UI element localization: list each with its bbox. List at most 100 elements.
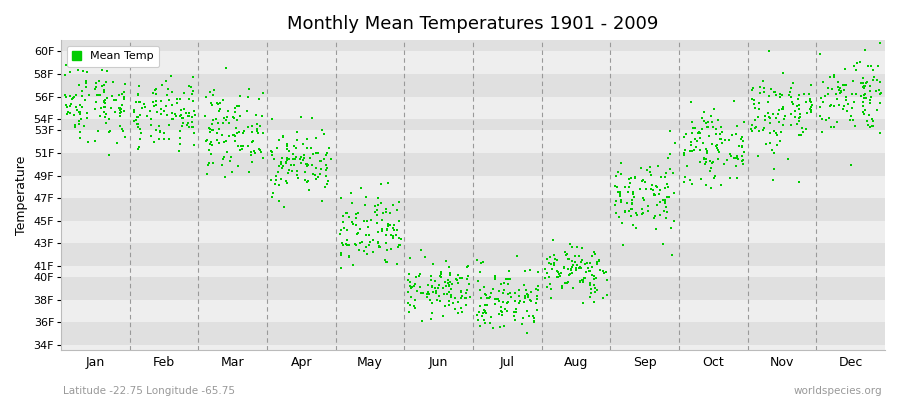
Point	[100, 95, 114, 101]
Point	[706, 105, 721, 112]
Point	[266, 155, 281, 162]
Point	[650, 184, 664, 190]
Point	[806, 102, 820, 108]
Point	[745, 121, 760, 128]
Point	[796, 91, 811, 97]
Point	[158, 78, 173, 84]
Point	[700, 124, 715, 130]
Point	[518, 293, 533, 299]
Point	[162, 122, 176, 128]
Point	[652, 198, 667, 205]
Point	[58, 102, 73, 109]
Point	[252, 146, 266, 153]
Point	[131, 99, 146, 105]
Point	[574, 265, 589, 271]
Point	[349, 211, 364, 218]
Point	[578, 260, 592, 267]
Point	[668, 140, 682, 146]
Point	[181, 119, 195, 126]
Point	[570, 244, 584, 250]
Point	[315, 127, 329, 133]
Point	[474, 313, 489, 320]
Point	[599, 277, 614, 283]
Point	[59, 104, 74, 110]
Point	[588, 284, 602, 291]
Point	[202, 147, 216, 153]
Point	[873, 91, 887, 98]
Point	[296, 157, 310, 164]
Point	[272, 163, 286, 169]
Point	[562, 256, 576, 262]
Point	[373, 244, 387, 250]
Point	[339, 241, 354, 247]
Point	[617, 209, 632, 215]
Point	[849, 67, 863, 74]
Point	[289, 145, 303, 152]
Point	[282, 147, 296, 154]
Point	[310, 174, 325, 180]
Point	[626, 206, 640, 212]
Point	[827, 72, 842, 78]
Point	[713, 136, 727, 142]
Point	[233, 93, 248, 99]
Point	[815, 98, 830, 105]
Point	[378, 240, 392, 246]
Point	[392, 242, 406, 248]
Point	[658, 200, 672, 206]
Point	[425, 300, 439, 306]
Point	[497, 323, 511, 330]
Point	[220, 117, 234, 123]
Point	[508, 306, 523, 312]
Point	[58, 94, 73, 100]
Point	[585, 253, 599, 259]
Point	[303, 144, 318, 151]
Point	[354, 184, 368, 191]
Point	[200, 136, 214, 143]
Point	[662, 151, 677, 157]
Point	[677, 152, 691, 158]
Point	[95, 67, 110, 73]
Point	[319, 162, 333, 169]
Point	[309, 165, 323, 171]
Point	[206, 92, 220, 98]
Point	[401, 289, 416, 295]
Point	[340, 242, 355, 248]
Point	[565, 258, 580, 264]
Point	[791, 132, 806, 138]
Point	[265, 152, 279, 158]
Point	[590, 258, 604, 265]
Point	[745, 95, 760, 102]
Point	[757, 89, 771, 95]
Point	[569, 267, 583, 274]
Point	[734, 133, 749, 140]
Point	[609, 184, 624, 190]
Point	[478, 292, 492, 298]
Point	[482, 295, 496, 302]
Bar	[61, 74, 885, 96]
Point	[276, 163, 291, 169]
Point	[207, 87, 221, 94]
Point	[700, 119, 715, 126]
Point	[544, 261, 558, 267]
Point	[860, 118, 875, 124]
Point	[334, 265, 348, 271]
Point	[436, 313, 450, 319]
Point	[584, 290, 598, 296]
Point	[302, 186, 316, 193]
Point	[444, 291, 458, 298]
Point	[494, 308, 508, 314]
Point	[218, 174, 232, 180]
Point	[97, 99, 112, 105]
Point	[68, 122, 82, 128]
Point	[691, 130, 706, 136]
Point	[652, 190, 666, 197]
Point	[433, 272, 447, 279]
Point	[91, 92, 105, 98]
Point	[613, 193, 627, 200]
Point	[92, 78, 106, 84]
Point	[627, 174, 642, 180]
Point	[493, 324, 508, 330]
Point	[473, 260, 488, 266]
Point	[813, 113, 827, 120]
Point	[148, 86, 163, 92]
